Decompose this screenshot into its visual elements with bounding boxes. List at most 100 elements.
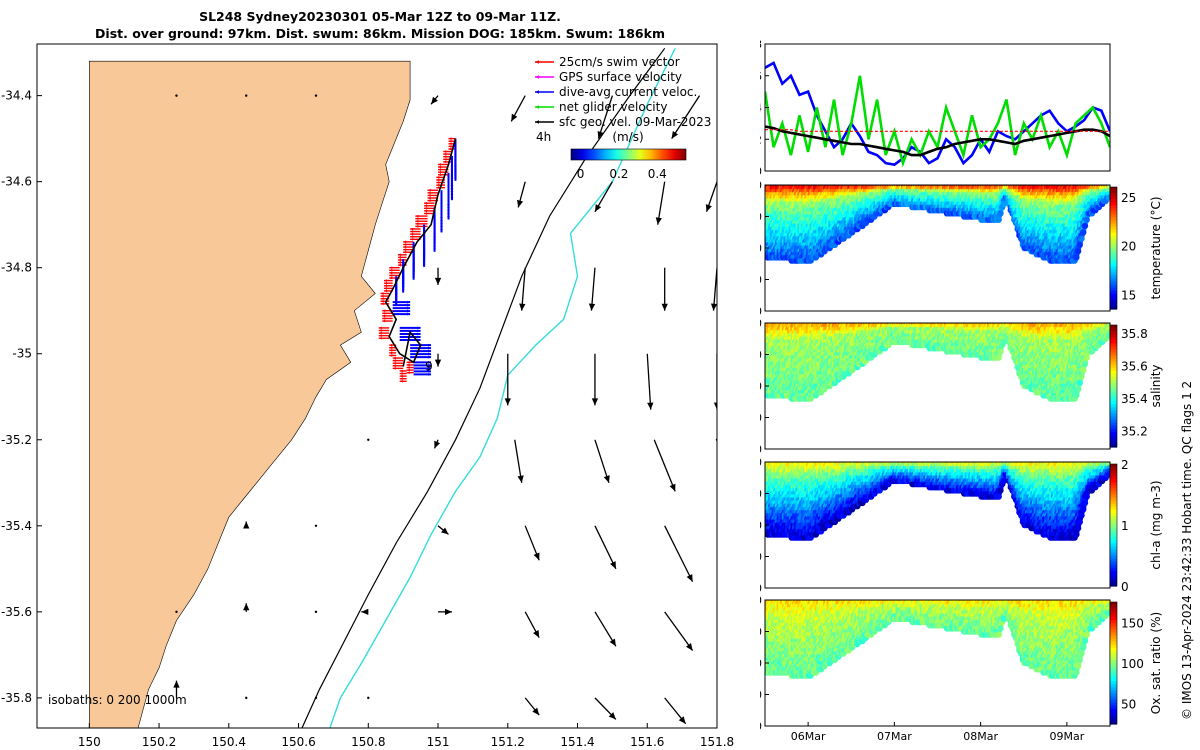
swim-vector <box>383 286 393 290</box>
velocity-colorbar <box>570 148 687 161</box>
colorbar-tick-label: 15 <box>1121 288 1136 302</box>
swim-vector <box>403 243 414 246</box>
colorbar-segment <box>1110 281 1117 286</box>
geo-velocity-arrow <box>517 181 526 208</box>
swim-vector <box>415 222 428 226</box>
colorbar-tick-label: 0.4 <box>648 167 667 181</box>
depth-tick-label: 50 <box>760 211 762 224</box>
section-colorbar <box>1109 186 1118 310</box>
colorbar-segment <box>1110 214 1117 219</box>
colorbar-segment <box>1110 275 1117 280</box>
colorbar-segment <box>1110 205 1117 209</box>
geo-velocity-arrow <box>597 95 614 139</box>
velocity-y-tick-label: 0.4 <box>760 102 762 115</box>
map-y-tick-label: -34.8 <box>1 261 32 275</box>
velocity-series <box>765 125 1110 157</box>
legend-extra: 4h <box>536 130 551 144</box>
colorbar-segment <box>1110 223 1117 228</box>
swim-vector <box>392 364 404 368</box>
swim-vector <box>378 331 390 335</box>
colorbar-segment <box>1110 260 1117 264</box>
map-x-tick-label: 150.2 <box>142 735 176 749</box>
swim-vector <box>378 326 390 330</box>
swim-vector <box>380 302 390 306</box>
isobath-label: isobaths: 0 200 1000m <box>48 693 187 707</box>
swim-vector <box>427 196 439 200</box>
colorbar-segment <box>1110 272 1117 277</box>
swim-vector <box>378 336 390 340</box>
swim-vector <box>415 225 428 228</box>
swim-vector <box>397 256 407 259</box>
dac-vector <box>410 349 432 353</box>
dac-vector <box>410 352 432 356</box>
swim-vector <box>403 245 414 249</box>
colorbar-segment <box>1110 241 1117 246</box>
geo-velocity-arrow <box>510 95 526 122</box>
geo-velocity-arrow <box>361 608 369 615</box>
section-sample <box>1074 248 1082 255</box>
colorbar-segment <box>1110 284 1117 289</box>
geo-velocity-arrow <box>314 610 318 614</box>
colorbar-segment <box>1110 238 1117 243</box>
geo-velocity-arrow <box>661 267 668 311</box>
colorbar-segment <box>1110 254 1117 258</box>
section-sample <box>1080 229 1087 236</box>
swim-vector <box>392 361 404 365</box>
colorbar-segment <box>1110 232 1117 237</box>
section-sample <box>995 216 1002 223</box>
geo-velocity-arrow <box>594 525 617 570</box>
geo-velocity-arrow <box>245 696 248 700</box>
map-frame <box>36 43 718 729</box>
depth-tick-label: 200 <box>760 305 762 318</box>
colorbar-segment <box>1110 290 1117 295</box>
geo-velocity-arrow <box>664 525 694 583</box>
geo-velocity-arrow <box>514 439 524 483</box>
colorbar-segment <box>1110 226 1117 231</box>
swim-vector <box>438 165 449 169</box>
legend-marker <box>535 120 554 124</box>
swim-vector <box>383 284 393 288</box>
geo-velocity-arrow <box>433 439 441 449</box>
colorbar-segment <box>1110 278 1117 283</box>
swim-vector <box>399 379 407 383</box>
swim-vector <box>382 311 393 315</box>
swim-vector <box>389 266 400 270</box>
swim-vector <box>403 248 414 251</box>
swim-vector <box>392 367 404 370</box>
map-x-tick-label: 151.8 <box>700 735 734 749</box>
colorbar-segment <box>1110 190 1117 194</box>
swim-vector <box>383 279 393 282</box>
dac-vector <box>440 202 443 233</box>
colorbar-title: (m/s) <box>612 130 643 144</box>
swim-vector <box>436 181 445 184</box>
map-y-tick-label: -35.6 <box>1 605 32 619</box>
section-panel: 050100150200Depth (m)35.235.435.635.8sal… <box>760 317 1163 456</box>
colorbar-segment <box>1110 287 1117 292</box>
swim-vector <box>389 354 397 357</box>
legend-entry: 25cm/s swim vector <box>559 55 680 69</box>
colorbar-segment <box>1110 269 1117 273</box>
isobath-1000m <box>329 47 676 728</box>
swim-vector <box>378 329 390 332</box>
depth-tick-label: 0 <box>760 179 762 192</box>
geo-velocity-arrow <box>430 95 439 105</box>
dac-vector <box>392 306 411 310</box>
swim-vector <box>410 227 421 231</box>
swim-vector <box>382 317 393 320</box>
velocity-y-tick-label: 0.8 <box>760 38 762 51</box>
colorbar-segment <box>1110 244 1117 249</box>
swim-vector <box>448 137 456 140</box>
swim-vector <box>392 359 404 362</box>
geo-velocity-arrow <box>243 521 250 529</box>
colorbar-segment <box>1110 302 1117 307</box>
geo-velocity-arrow <box>519 267 526 311</box>
dac-vector <box>399 326 421 330</box>
section-sample <box>1083 216 1090 223</box>
section-sample <box>1078 235 1085 242</box>
geo-velocity-arrow <box>314 524 318 528</box>
map-y-tick-label: -35.8 <box>1 691 32 705</box>
section-sample <box>997 210 1004 217</box>
colorbar-segment <box>1110 196 1117 200</box>
